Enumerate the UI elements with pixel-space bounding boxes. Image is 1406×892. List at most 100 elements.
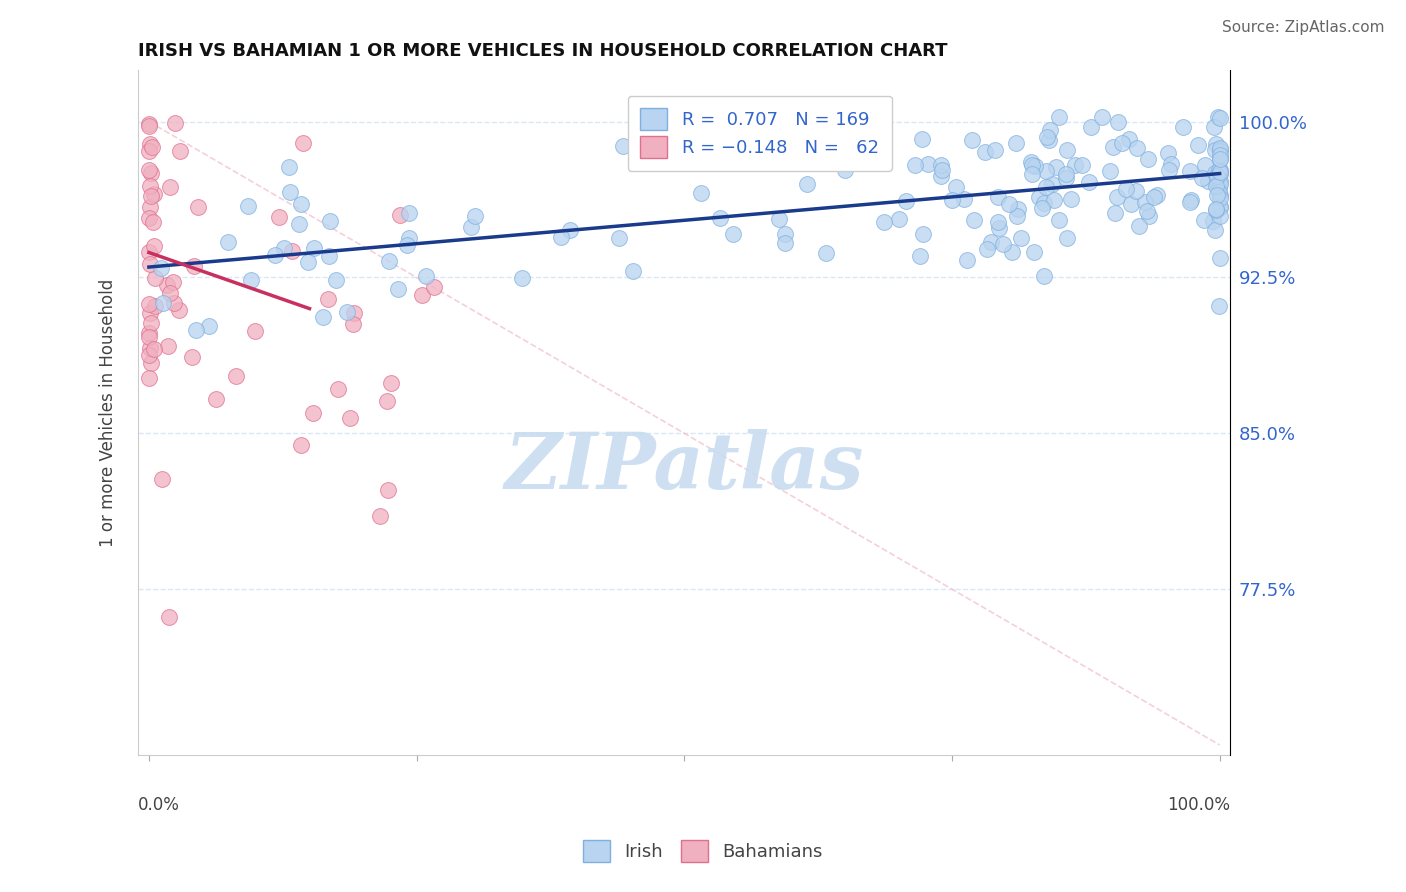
Point [1208, 163, 1230, 178]
Point [143, 299, 166, 313]
Point [550, 230, 572, 244]
Point [187, 200, 209, 214]
Point [138, 117, 160, 131]
Point [987, 190, 1010, 204]
Point [139, 200, 162, 214]
Point [1194, 158, 1216, 172]
Point [612, 138, 634, 153]
Point [387, 282, 409, 296]
Point [1143, 190, 1166, 204]
Point [316, 293, 339, 307]
Point [1205, 202, 1227, 217]
Text: IRISH VS BAHAMIAN 1 OR MORE VEHICLES IN HOUSEHOLD CORRELATION CHART: IRISH VS BAHAMIAN 1 OR MORE VEHICLES IN … [138, 42, 948, 60]
Point [342, 317, 364, 331]
Point [1056, 230, 1078, 244]
Point [1208, 163, 1230, 178]
Text: ZIPatlas: ZIPatlas [505, 429, 863, 506]
Point [1208, 111, 1230, 125]
Point [138, 144, 160, 158]
Point [183, 259, 205, 273]
Point [1040, 178, 1063, 192]
Point [984, 143, 1007, 157]
Point [908, 249, 931, 263]
Point [138, 163, 160, 178]
Point [773, 227, 796, 241]
Point [297, 255, 319, 269]
Point [621, 264, 644, 278]
Point [1137, 209, 1160, 223]
Point [721, 227, 744, 241]
Point [287, 217, 309, 231]
Point [1208, 164, 1230, 178]
Point [380, 376, 402, 390]
Point [163, 116, 186, 130]
Point [269, 210, 291, 224]
Point [1019, 154, 1042, 169]
Point [834, 162, 856, 177]
Point [1208, 141, 1230, 155]
Point [159, 180, 181, 194]
Point [1021, 167, 1043, 181]
Point [1180, 164, 1202, 178]
Point [1204, 120, 1226, 134]
Point [953, 192, 976, 206]
Point [1054, 171, 1077, 186]
Point [1056, 144, 1078, 158]
Point [156, 278, 179, 293]
Point [1105, 190, 1128, 204]
Point [1208, 142, 1230, 156]
Point [343, 306, 366, 320]
Point [205, 392, 228, 406]
Point [1191, 170, 1213, 185]
Point [1204, 223, 1226, 237]
Point [1010, 231, 1032, 245]
Point [956, 253, 979, 268]
Point [1038, 133, 1060, 147]
Point [1045, 160, 1067, 174]
Point [1028, 190, 1050, 204]
Point [139, 306, 162, 320]
Point [464, 209, 486, 223]
Point [290, 438, 312, 452]
Point [169, 302, 191, 317]
Point [1080, 120, 1102, 134]
Point [1060, 192, 1083, 206]
Point [1180, 193, 1202, 207]
Point [1022, 245, 1045, 260]
Point [339, 410, 361, 425]
Point [873, 214, 896, 228]
Point [1024, 159, 1046, 173]
Point [139, 137, 162, 152]
Point [607, 230, 630, 244]
Point [1187, 137, 1209, 152]
Point [1205, 169, 1227, 183]
Point [139, 188, 162, 202]
Point [814, 245, 837, 260]
Point [138, 330, 160, 344]
Point [273, 241, 295, 255]
Point [1054, 167, 1077, 181]
Point [1077, 175, 1099, 189]
Point [1118, 132, 1140, 146]
Point [1115, 181, 1137, 195]
Point [1156, 145, 1178, 160]
Point [411, 287, 433, 301]
Point [904, 157, 927, 171]
Point [1119, 197, 1142, 211]
Point [1208, 188, 1230, 202]
Point [973, 145, 995, 159]
Point [945, 180, 967, 194]
Point [1111, 136, 1133, 150]
Point [1007, 202, 1029, 217]
Point [377, 483, 399, 497]
Point [236, 199, 259, 213]
Point [318, 249, 340, 263]
Point [988, 221, 1011, 235]
Point [169, 145, 191, 159]
Point [142, 215, 165, 229]
Point [302, 407, 325, 421]
Point [911, 227, 934, 242]
Point [157, 339, 180, 353]
Point [896, 194, 918, 208]
Point [139, 341, 162, 355]
